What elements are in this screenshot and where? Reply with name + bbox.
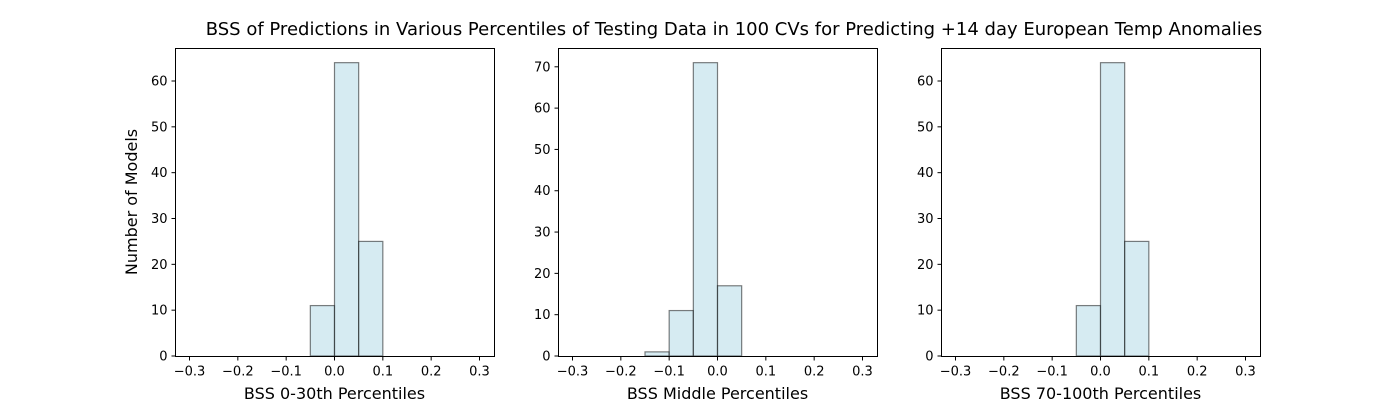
x-tick-label: 0.0 <box>324 365 345 380</box>
x-tick-label: −0.3 <box>174 365 206 380</box>
y-tick-label: 0 <box>159 350 167 365</box>
y-tick-label: 30 <box>151 212 168 227</box>
y-tick-label: 60 <box>151 75 168 90</box>
y-tick-label: 20 <box>151 258 168 273</box>
y-tick-label: 50 <box>917 120 934 135</box>
histogram-bar <box>1099 62 1126 357</box>
y-tick-label: 40 <box>151 166 168 181</box>
x-tick-label: 0.3 <box>1235 365 1256 380</box>
y-axis-label: Number of Models <box>122 129 141 275</box>
figure-title: BSS of Predictions in Various Percentile… <box>206 19 1263 40</box>
x-tick-label: 0.1 <box>372 365 393 380</box>
x-tick-label: 0.1 <box>755 365 776 380</box>
x-tick-label: −0.1 <box>270 365 302 380</box>
y-tick-label: 50 <box>534 143 551 158</box>
y-tick-label: 20 <box>917 258 934 273</box>
x-tick-label: 0.0 <box>707 365 728 380</box>
y-tick-label: 10 <box>534 308 551 323</box>
x-tick-label: 0.1 <box>1138 365 1159 380</box>
y-tick-label: 30 <box>534 226 551 241</box>
histogram-bar <box>716 285 743 357</box>
x-axis-label: BSS Middle Percentiles <box>627 384 808 400</box>
x-tick-label: 0.3 <box>469 365 490 380</box>
y-tick-label: 0 <box>925 350 933 365</box>
x-axis-label: BSS 70-100th Percentiles <box>1000 384 1202 400</box>
x-tick-label: 0.2 <box>1187 365 1208 380</box>
x-tick-label: −0.1 <box>1036 365 1068 380</box>
histogram-bar <box>1075 304 1102 357</box>
x-tick-label: −0.2 <box>988 365 1020 380</box>
histogram-bar <box>668 309 694 357</box>
y-tick-label: 30 <box>917 212 934 227</box>
x-tick-label: −0.3 <box>557 365 589 380</box>
y-tick-label: 40 <box>534 184 551 199</box>
histogram-bar <box>692 62 719 357</box>
x-tick-label: −0.3 <box>940 365 972 380</box>
x-tick-label: 0.0 <box>1090 365 1111 380</box>
y-tick-label: 0 <box>542 350 550 365</box>
y-tick-label: 50 <box>151 120 168 135</box>
y-tick-label: 60 <box>917 75 934 90</box>
y-tick-label: 10 <box>917 304 934 319</box>
y-tick-label: 20 <box>534 267 551 282</box>
y-tick-label: 60 <box>534 102 551 117</box>
histogram-panel-middle: −0.3 −0.2 −0.1 0.0 0.1 0.2 0.3 0 10 20 30 40 50 60 70 B… <box>534 48 878 400</box>
x-axis-label: BSS 0-30th Percentiles <box>244 384 425 400</box>
histogram-panel-0-30th: −0.3 −0.2 −0.1 0.0 0.1 0.2 0.3 0 10 20 30 40 50 60 BSS… <box>122 48 495 400</box>
x-tick-label: 0.3 <box>852 365 873 380</box>
histogram-panel-70-100th: −0.3 −0.2 −0.1 0.0 0.1 0.2 0.3 0 10 20 30 40 50 60 BSS… <box>917 48 1261 400</box>
x-tick-label: 0.2 <box>804 365 825 380</box>
histogram-bar <box>1124 240 1150 357</box>
histogram-bar <box>644 351 670 357</box>
histogram-bar <box>333 62 360 357</box>
y-tick-label: 10 <box>151 304 168 319</box>
y-tick-label: 70 <box>534 60 551 75</box>
x-tick-label: 0.2 <box>421 365 442 380</box>
x-tick-label: −0.2 <box>222 365 254 380</box>
x-tick-label: −0.2 <box>605 365 637 380</box>
histogram-bar <box>358 240 384 357</box>
y-tick-label: 40 <box>917 166 934 181</box>
x-tick-label: −0.1 <box>653 365 685 380</box>
histogram-bar <box>309 304 336 357</box>
